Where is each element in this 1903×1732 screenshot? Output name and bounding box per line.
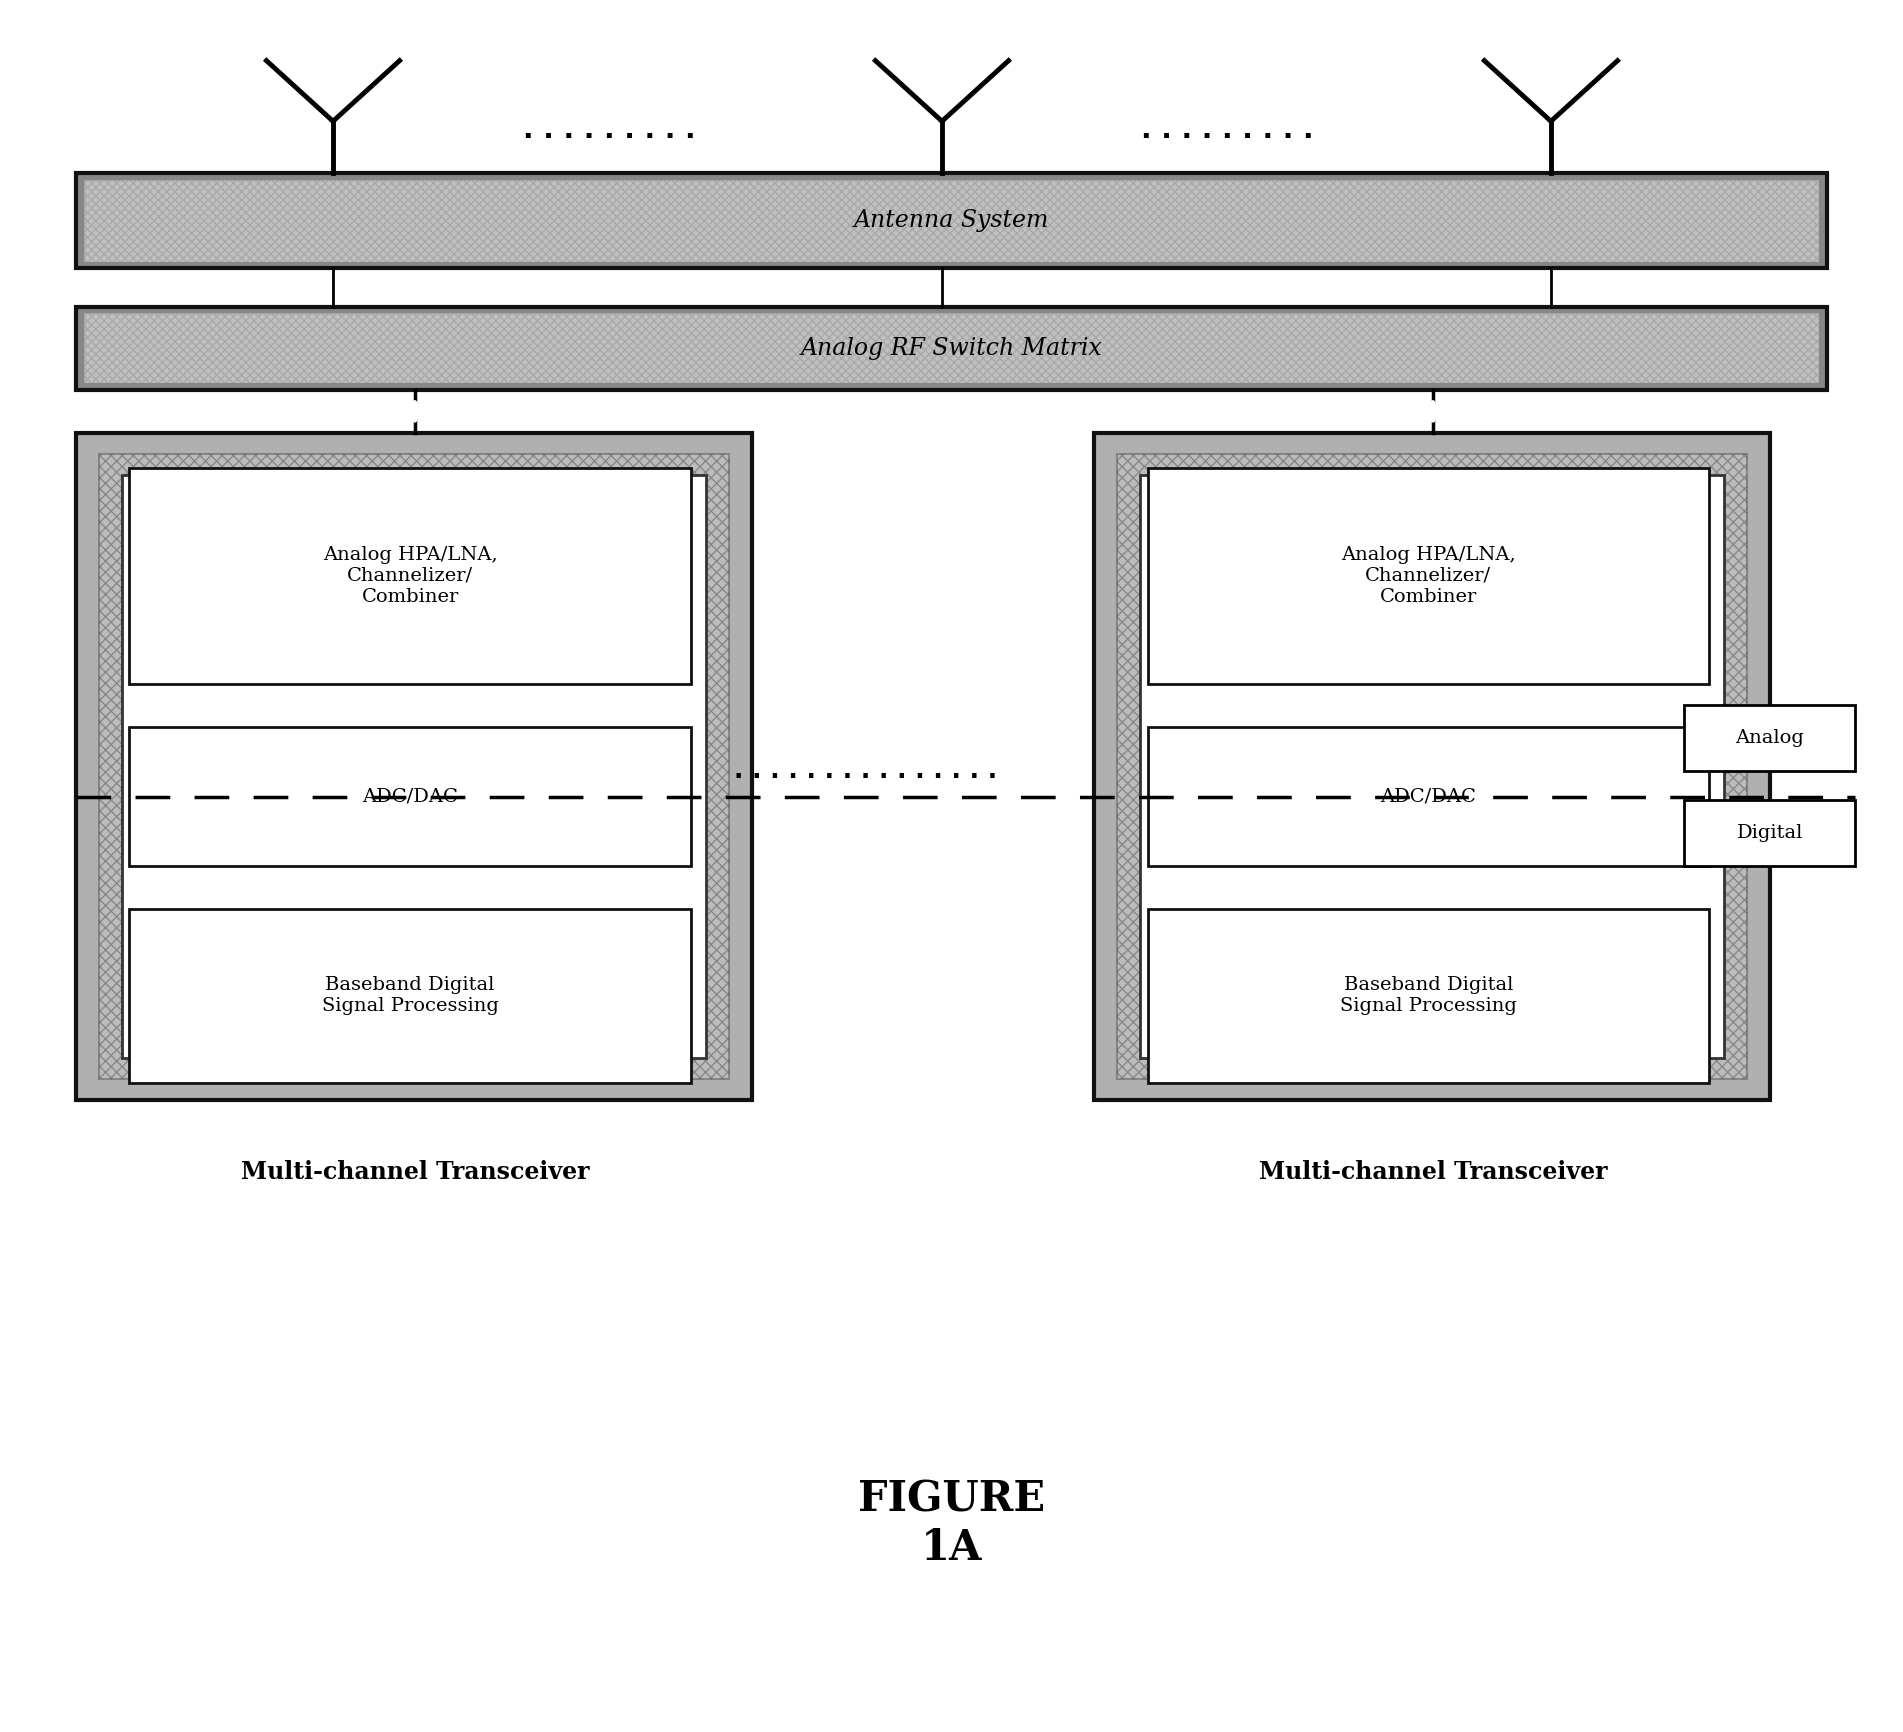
Bar bbox=[76, 173, 1827, 268]
Bar bbox=[1094, 433, 1770, 1100]
Bar bbox=[84, 180, 1819, 262]
Bar bbox=[1140, 475, 1724, 1058]
Text: Digital: Digital bbox=[1737, 824, 1802, 842]
Bar bbox=[99, 454, 729, 1079]
Bar bbox=[1148, 727, 1709, 866]
Text: Analog: Analog bbox=[1736, 729, 1804, 746]
Bar bbox=[84, 313, 1819, 383]
Text: Analog HPA/LNA,
Channelizer/
Combiner: Analog HPA/LNA, Channelizer/ Combiner bbox=[1342, 546, 1515, 606]
Bar bbox=[1117, 454, 1747, 1079]
Text: ADC/DAC: ADC/DAC bbox=[362, 788, 459, 805]
Bar bbox=[76, 433, 752, 1100]
Text: FIGURE
1A: FIGURE 1A bbox=[858, 1479, 1045, 1569]
Text: Baseband Digital
Signal Processing: Baseband Digital Signal Processing bbox=[322, 977, 499, 1015]
Bar bbox=[1148, 909, 1709, 1082]
Text: Analog HPA/LNA,
Channelizer/
Combiner: Analog HPA/LNA, Channelizer/ Combiner bbox=[324, 546, 497, 606]
Bar bbox=[84, 313, 1819, 383]
Text: Multi-channel Transceiver: Multi-channel Transceiver bbox=[1258, 1160, 1608, 1185]
Bar bbox=[1684, 705, 1855, 771]
Text: Multi-channel Transceiver: Multi-channel Transceiver bbox=[240, 1160, 590, 1185]
Text: Antenna System: Antenna System bbox=[854, 210, 1049, 232]
Bar bbox=[1148, 468, 1709, 684]
Text: . . . . . . . . .: . . . . . . . . . bbox=[1142, 116, 1313, 144]
Bar bbox=[129, 909, 691, 1082]
Bar bbox=[76, 307, 1827, 390]
Text: . . . . . . . . . . . . . . .: . . . . . . . . . . . . . . . bbox=[735, 759, 997, 783]
Bar bbox=[122, 475, 706, 1058]
Bar bbox=[129, 468, 691, 684]
Bar bbox=[129, 727, 691, 866]
Text: Analog RF Switch Matrix: Analog RF Switch Matrix bbox=[801, 336, 1102, 360]
Text: Baseband Digital
Signal Processing: Baseband Digital Signal Processing bbox=[1340, 977, 1517, 1015]
Text: ADC/DAC: ADC/DAC bbox=[1380, 788, 1477, 805]
Bar bbox=[1684, 800, 1855, 866]
Text: . . . . . . . . .: . . . . . . . . . bbox=[523, 116, 695, 144]
Bar bbox=[84, 180, 1819, 262]
